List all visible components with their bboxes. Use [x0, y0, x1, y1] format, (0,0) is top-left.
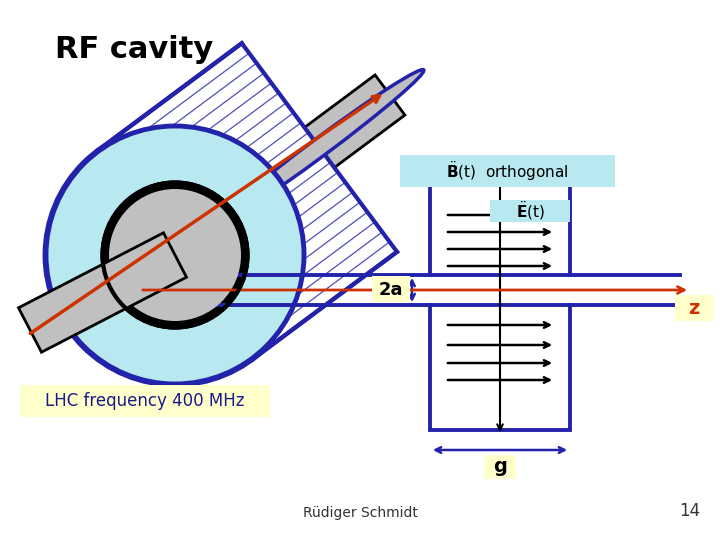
Text: LHC frequency 400 MHz: LHC frequency 400 MHz [45, 392, 245, 410]
Text: 2a: 2a [379, 281, 403, 299]
Bar [400, 155, 615, 187]
Bar [20, 385, 270, 417]
Ellipse shape [45, 125, 305, 385]
Ellipse shape [215, 70, 424, 226]
Ellipse shape [109, 189, 241, 321]
Polygon shape [160, 75, 405, 275]
Text: z: z [688, 299, 700, 318]
Bar [675, 295, 713, 321]
Bar [430, 185, 570, 275]
Polygon shape [97, 43, 397, 359]
Text: Rüdiger Schmidt: Rüdiger Schmidt [302, 506, 418, 520]
Bar [372, 276, 410, 302]
Ellipse shape [46, 126, 304, 384]
Ellipse shape [102, 183, 248, 327]
Bar [490, 200, 570, 222]
Text: $\ddot{\mathbf{B}}$(t)  orthogonal: $\ddot{\mathbf{B}}$(t) orthogonal [446, 159, 569, 183]
Polygon shape [19, 233, 186, 352]
Text: RF cavity: RF cavity [55, 35, 213, 64]
Text: 14: 14 [679, 502, 700, 520]
Bar [430, 305, 570, 430]
Bar [484, 455, 516, 479]
Text: g: g [493, 457, 507, 476]
Text: $\ddot{\mathbf{E}}$(t): $\ddot{\mathbf{E}}$(t) [516, 200, 544, 222]
